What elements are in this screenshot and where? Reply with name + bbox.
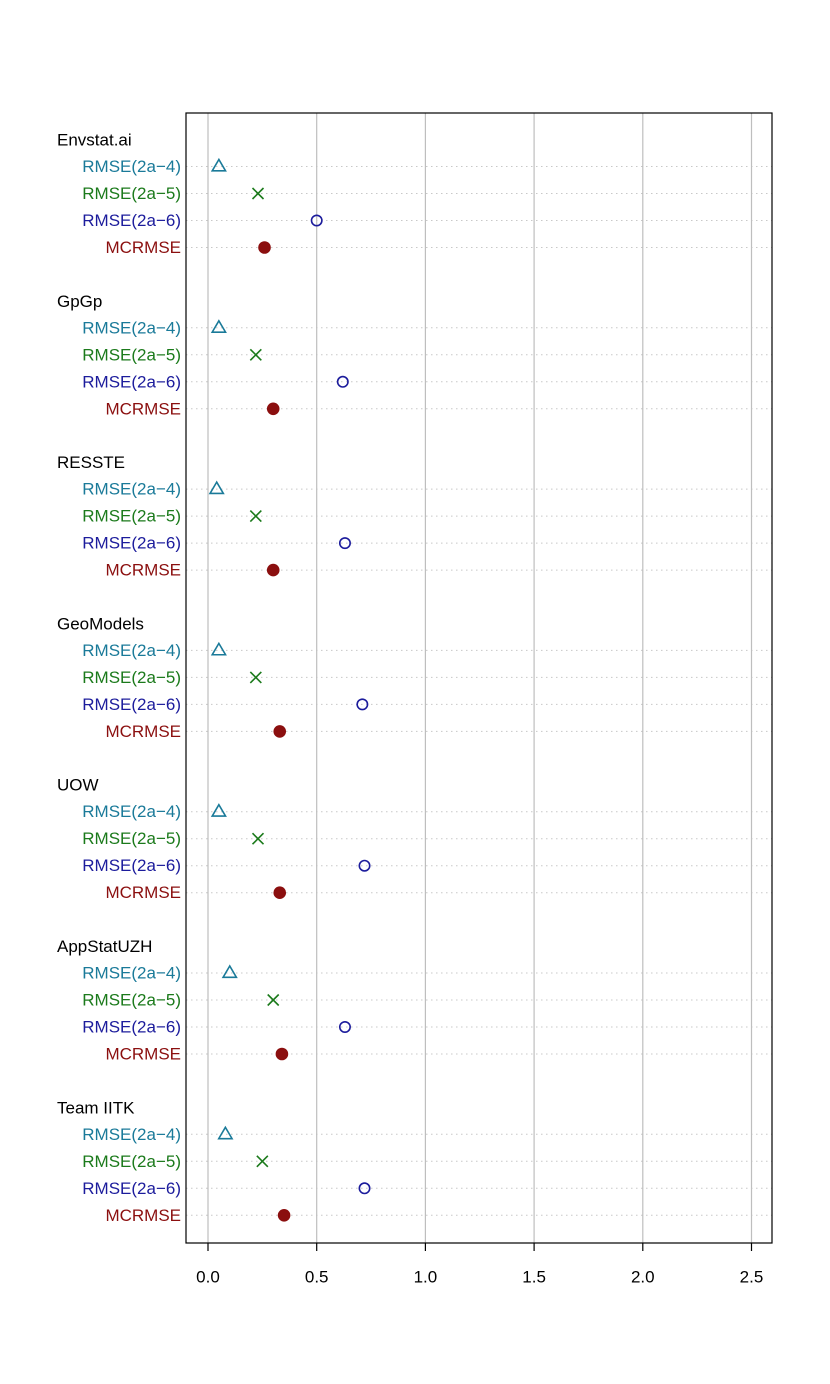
row-label: RMSE(2a−6) <box>82 1179 181 1198</box>
marker-triangle <box>208 480 225 495</box>
marker-cross <box>256 1155 269 1168</box>
x-tick-label: 2.5 <box>740 1268 764 1287</box>
marker-filled-circle <box>266 563 280 577</box>
marker-cross <box>267 993 280 1007</box>
group-title: Envstat.ai <box>57 131 132 150</box>
row-label: RMSE(2a−6) <box>82 534 181 553</box>
row-label: RMSE(2a−4) <box>82 802 181 821</box>
row-label: RMSE(2a−4) <box>82 964 181 983</box>
marker-cross <box>251 187 265 200</box>
row-label: MCRMSE <box>105 561 181 580</box>
group-title: AppStatUZH <box>57 937 152 956</box>
marker-filled-circle <box>266 402 280 416</box>
plot-frame <box>185 112 773 1244</box>
row-label: RMSE(2a−5) <box>82 184 181 203</box>
row-label: RMSE(2a−5) <box>82 1152 181 1171</box>
marker-filled-circle <box>275 1047 289 1061</box>
marker-filled-circle <box>273 725 287 738</box>
row-label: MCRMSE <box>105 883 181 902</box>
marker-triangle <box>210 803 227 817</box>
marker-cross <box>249 348 262 361</box>
grid-lines <box>207 113 753 1243</box>
group-title: GeoModels <box>57 614 144 633</box>
dotted-guidelines <box>186 166 772 1216</box>
group-title: UOW <box>57 776 99 795</box>
marker-open-circle <box>310 214 323 227</box>
marker-open-circle <box>358 859 371 872</box>
group-titles: Envstat.ai GpGp RESSTE GeoModels UOW AppStatU… <box>57 131 152 1118</box>
x-tick-label: 1.5 <box>522 1268 546 1287</box>
row-label: RMSE(2a−6) <box>82 372 181 391</box>
x-tick-label: 0.0 <box>196 1268 220 1287</box>
marker-triangle <box>210 319 227 333</box>
x-tick-label: 2.0 <box>631 1268 655 1287</box>
x-tick-label: 0.5 <box>305 1268 329 1287</box>
x-tick-label: 1.0 <box>414 1268 438 1287</box>
marker-cross <box>249 510 262 523</box>
marker-open-circle <box>338 537 351 550</box>
marker-open-circle <box>358 1182 371 1195</box>
marker-cross <box>249 671 262 684</box>
row-label: MCRMSE <box>105 238 181 257</box>
row-label: RMSE(2a−5) <box>82 991 181 1010</box>
data-markers <box>208 157 371 1222</box>
row-label: RMSE(2a−4) <box>82 480 181 499</box>
marker-filled-circle <box>273 886 287 900</box>
marker-cross <box>251 832 265 845</box>
marker-triangle <box>210 157 227 172</box>
group-title: RESSTE <box>57 453 125 472</box>
marker-open-circle <box>338 1020 351 1033</box>
marker-triangle <box>217 1125 234 1140</box>
row-label: MCRMSE <box>105 399 181 418</box>
row-label: MCRMSE <box>105 1045 181 1064</box>
row-label: RMSE(2a−6) <box>82 695 181 714</box>
row-label: RMSE(2a−6) <box>82 1018 181 1037</box>
marker-filled-circle <box>258 241 271 254</box>
marker-filled-circle <box>277 1209 291 1222</box>
row-label: RMSE(2a−5) <box>82 829 181 848</box>
x-axis: 0.0 0.5 1.0 1.5 2.0 2.5 <box>196 1243 763 1287</box>
marker-open-circle <box>336 375 349 388</box>
row-label: RMSE(2a−4) <box>82 157 181 176</box>
row-label: RMSE(2a−4) <box>82 641 181 660</box>
row-label: RMSE(2a−5) <box>82 507 181 526</box>
row-label: RMSE(2a−4) <box>82 1125 181 1144</box>
group-title: Team IITK <box>57 1098 135 1117</box>
marker-triangle <box>221 964 238 979</box>
row-label: RMSE(2a−6) <box>82 211 181 230</box>
row-labels: RMSE(2a−4) RMSE(2a−5) RMSE(2a−6) MCRMSE RMSE… <box>82 157 181 1225</box>
marker-triangle <box>210 641 227 656</box>
row-label: MCRMSE <box>105 722 181 741</box>
row-label: MCRMSE <box>105 1206 181 1225</box>
row-label: RMSE(2a−5) <box>82 345 181 364</box>
marker-open-circle <box>356 698 369 711</box>
row-label: RMSE(2a−6) <box>82 856 181 875</box>
group-title: GpGp <box>57 292 102 311</box>
row-label: RMSE(2a−4) <box>82 318 181 337</box>
row-label: RMSE(2a−5) <box>82 668 181 687</box>
